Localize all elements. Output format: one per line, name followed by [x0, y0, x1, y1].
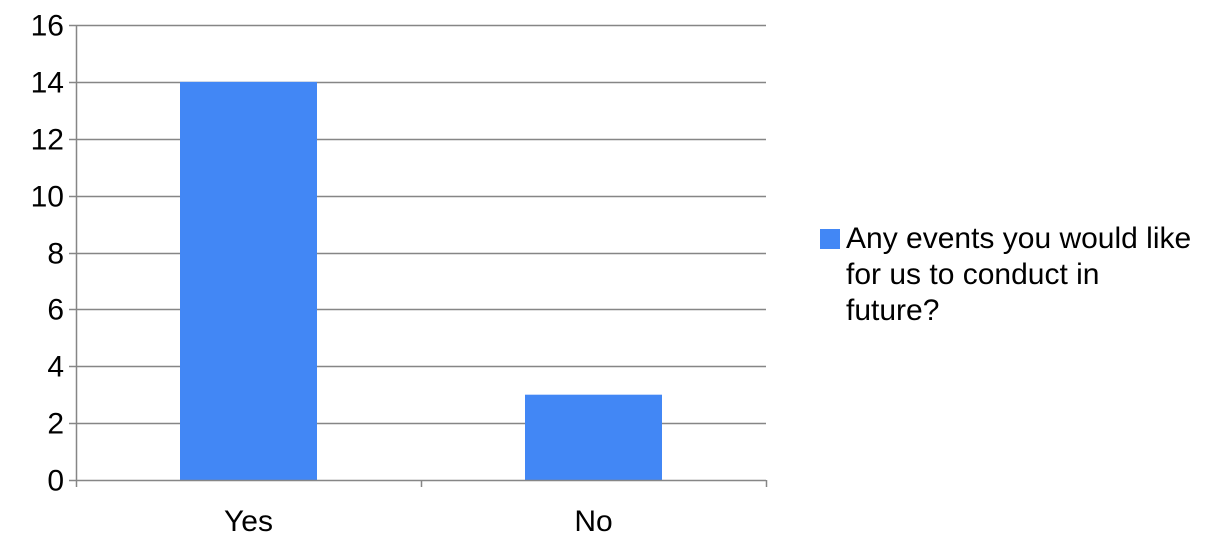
y-tick-label: 16: [31, 10, 64, 43]
legend-swatch: [820, 229, 840, 249]
axes: [69, 24, 768, 487]
y-tick-label: 10: [31, 181, 64, 214]
y-tick-label: 2: [47, 408, 64, 441]
y-tick-labels: 0 2 4 6 8 10 12 14 16: [31, 10, 64, 498]
y-tick-label: 6: [47, 294, 64, 327]
bar-yes: [180, 81, 317, 480]
y-tick-label: 12: [31, 124, 64, 157]
y-tick-label: 8: [47, 238, 64, 271]
y-tick-label: 4: [47, 351, 64, 384]
legend: Any events you would like for us to cond…: [820, 221, 1200, 329]
gridlines: [76, 24, 766, 425]
x-tick-label: Yes: [224, 505, 273, 533]
bars: [180, 81, 662, 480]
y-tick-label: 0: [47, 465, 64, 498]
legend-label: Any events you would like for us to cond…: [846, 222, 1192, 327]
x-tick-label: No: [574, 505, 612, 533]
x-tick-labels: Yes No: [224, 505, 613, 533]
bar-no: [525, 394, 662, 480]
y-tick-label: 14: [31, 67, 64, 100]
